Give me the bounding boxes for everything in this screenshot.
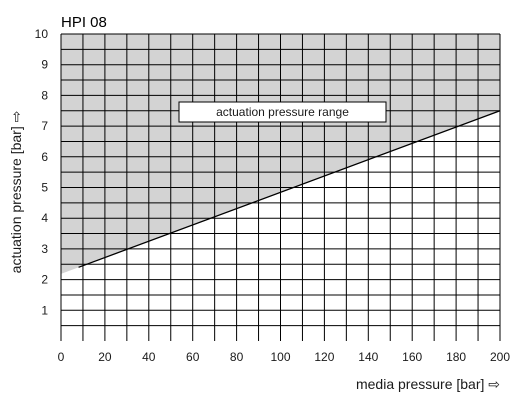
- x-tick-label: 140: [358, 350, 378, 364]
- annotation-label: actuation pressure range: [216, 105, 349, 119]
- x-tick-label: 160: [402, 350, 422, 364]
- x-tick-label: 100: [270, 350, 290, 364]
- y-tick-label: 10: [35, 27, 49, 41]
- characteristic-line: [78, 110, 501, 268]
- x-tick-label: 0: [58, 350, 65, 364]
- x-tick-label: 80: [230, 350, 244, 364]
- x-tick-label: 40: [142, 350, 156, 364]
- y-tick-label: 1: [41, 303, 48, 317]
- y-tick-label: 4: [41, 211, 48, 225]
- x-tick-label: 20: [98, 350, 112, 364]
- chart-title: HPI 08: [61, 14, 107, 31]
- y-tick-label: 5: [41, 181, 48, 195]
- x-axis-label: media pressure [bar] ⇨: [356, 376, 500, 392]
- y-tick-label: 8: [41, 88, 48, 102]
- x-tick-label: 120: [314, 350, 334, 364]
- x-tick-label: 60: [186, 350, 200, 364]
- x-tick-label: 180: [446, 350, 466, 364]
- y-tick-label: 3: [41, 242, 48, 256]
- y-tick-label: 2: [41, 273, 48, 287]
- y-axis-label: actuation pressure [bar] ⇨: [8, 111, 24, 274]
- y-tick-label: 6: [41, 150, 48, 164]
- x-tick-label: 200: [490, 350, 510, 364]
- y-tick-label: 9: [41, 58, 48, 72]
- annotation-box: [178, 101, 387, 123]
- y-tick-label: 7: [41, 119, 48, 133]
